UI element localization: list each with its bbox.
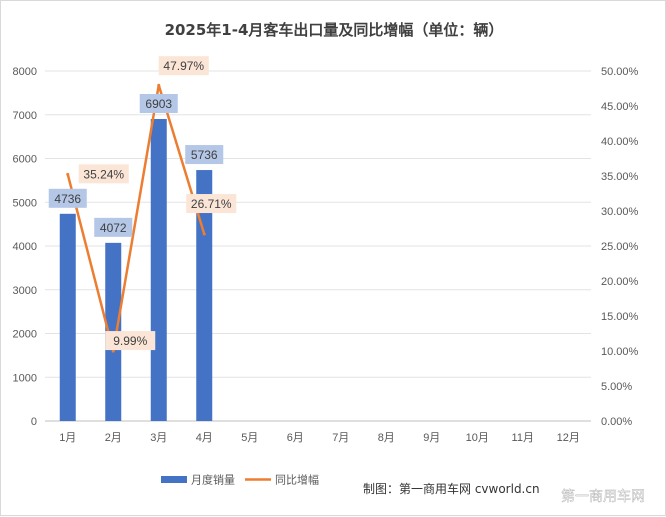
right-axis-tick-label: 30.00% <box>601 206 639 218</box>
bar-label-box <box>185 145 224 165</box>
left-axis-tick-label: 3000 <box>13 285 37 297</box>
x-axis-tick-label: 12月 <box>557 432 580 444</box>
x-axis-tick-label: 11月 <box>512 432 534 444</box>
line-point <box>202 232 206 236</box>
bar-data-label: 5736 <box>191 148 218 162</box>
line-label-box <box>158 56 209 76</box>
series-line <box>66 83 206 353</box>
x-axis-tick-label: 2月 <box>105 432 122 444</box>
legend-swatch-bar <box>161 476 187 483</box>
bar <box>196 170 213 421</box>
line-data-labels: 35.24% 9.99% 47.97% 26.71% <box>78 56 237 351</box>
bar-label-box <box>139 93 178 113</box>
right-axis-ticks: 0.00% 5.00% 10.00% 15.00% 20.00% 25.00% 30.00%… <box>601 66 639 428</box>
right-axis-tick-label: 50.00% <box>601 66 639 78</box>
line-label-box <box>78 164 129 184</box>
x-axis-tick-label: 9月 <box>423 432 440 444</box>
bar-label-box <box>48 188 87 208</box>
line-label-box <box>186 194 237 214</box>
watermark: 第一商用车网 <box>561 488 645 505</box>
gridlines <box>45 70 591 422</box>
legend: 月度销量 同比增幅 <box>161 473 319 487</box>
right-axis-tick-label: 45.00% <box>601 101 639 113</box>
bar-data-labels: 4736 4072 6903 5736 <box>48 93 224 237</box>
right-axis-tick-label: 35.00% <box>601 171 639 183</box>
left-axis-tick-label: 8000 <box>13 66 37 78</box>
bar <box>150 118 167 422</box>
right-axis-tick-label: 25.00% <box>601 241 639 253</box>
line-point <box>111 349 115 353</box>
x-axis-tick-label: 4月 <box>196 432 213 444</box>
line-data-label: 9.99% <box>113 334 147 348</box>
right-axis-tick-label: 5.00% <box>601 381 632 393</box>
legend-label-line: 同比增幅 <box>275 473 319 487</box>
left-axis-tick-label: 7000 <box>13 110 37 122</box>
line-label-box <box>105 331 156 351</box>
x-axis-tick-label: 3月 <box>150 432 167 444</box>
line-series <box>66 83 206 353</box>
bar-data-label: 6903 <box>145 97 172 111</box>
line-data-label: 47.97% <box>163 59 204 73</box>
line-data-label: 35.24% <box>83 167 124 181</box>
line-point <box>66 172 70 176</box>
left-axis-tick-label: 1000 <box>13 372 37 384</box>
x-axis-tick-label: 6月 <box>287 432 304 444</box>
bar-data-label: 4736 <box>54 192 81 206</box>
x-axis-tick-label: 1月 <box>59 432 76 444</box>
source-credit: 制图：第一商用车网 cvworld.cn <box>363 481 540 496</box>
x-axis-tick-label: 7月 <box>332 432 349 444</box>
line-data-label: 26.71% <box>191 197 232 211</box>
x-axis-tick-label: 10月 <box>466 432 489 444</box>
x-axis-tick-label: 5月 <box>241 432 258 444</box>
legend-label-bar: 月度销量 <box>191 473 235 487</box>
bar <box>59 213 76 421</box>
right-axis-tick-label: 10.00% <box>601 346 639 358</box>
bar-series <box>59 118 213 422</box>
bar-label-box <box>94 217 133 237</box>
chart-title: 2025年1-4月客车出口量及同比增幅（单位：辆） <box>165 21 504 39</box>
left-axis-tick-label: 5000 <box>13 197 37 209</box>
right-axis-tick-label: 40.00% <box>601 136 639 148</box>
left-axis-tick-label: 0 <box>31 416 37 428</box>
x-axis-tick-label: 8月 <box>378 432 395 444</box>
left-axis-tick-label: 6000 <box>13 154 37 166</box>
bar-data-label: 4072 <box>100 221 127 235</box>
left-axis-ticks: 0 1000 2000 3000 4000 5000 6000 7000 8000 <box>13 66 37 428</box>
right-axis-tick-label: 0.00% <box>601 416 632 428</box>
left-axis-tick-label: 4000 <box>13 241 37 253</box>
left-axis-tick-label: 2000 <box>13 329 37 341</box>
right-axis-tick-label: 20.00% <box>601 276 639 288</box>
line-point <box>157 83 161 87</box>
x-axis-ticks: 1月 2月 3月 4月 5月 6月 7月 8月 9月 10月 11月 12月 <box>59 432 580 444</box>
right-axis-tick-label: 15.00% <box>601 311 639 323</box>
